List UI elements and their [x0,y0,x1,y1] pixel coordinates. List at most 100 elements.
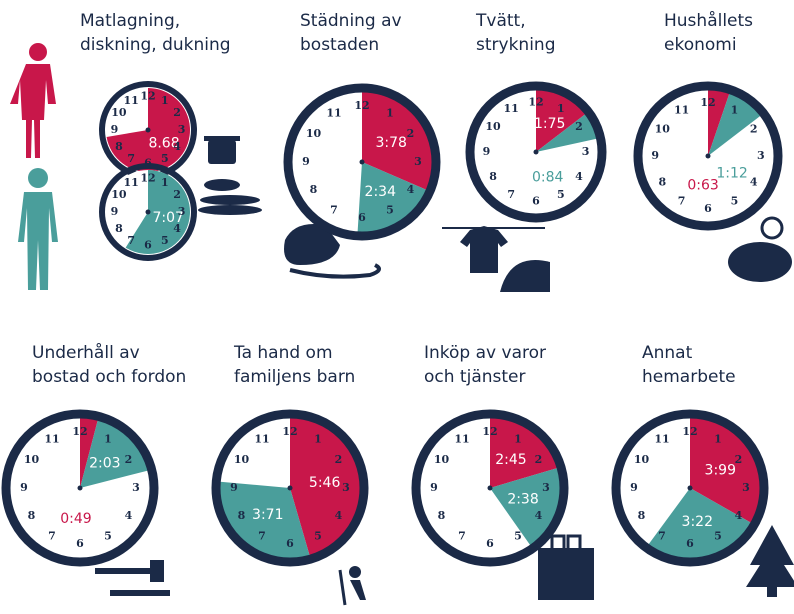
clock-number: 10 [111,106,127,119]
clock-number: 4 [173,140,181,153]
clock-number: 12 [354,99,369,112]
clock-number: 4 [535,509,543,522]
clock-number: 9 [483,145,491,158]
clock-number: 5 [161,234,169,247]
clock-number: 9 [20,481,28,494]
clock-number: 4 [335,509,343,522]
panel-title: och tjänster [424,367,525,387]
clock-number: 10 [24,453,40,466]
panel-title: hemarbete [642,367,736,387]
clock-number: 6 [532,195,540,208]
panel-title: bostaden [300,35,379,55]
time-label: 2:38 [507,492,538,508]
clock-number: 12 [140,171,155,184]
clock-number: 2 [173,188,181,201]
clock-number: 9 [111,123,119,136]
time-wedge [708,90,730,156]
clock-number: 10 [634,453,650,466]
clock-rim [283,83,441,241]
clock-number: 3 [582,145,590,158]
time-label: 1:12 [716,165,747,181]
time-wedge [362,92,432,190]
time-label: 3:71 [252,507,283,523]
woman-icon [10,43,56,158]
clock-number: 7 [678,195,686,208]
clock-number: 8 [28,509,36,522]
time-wedge [290,418,361,556]
time-wedge [80,418,98,488]
clock-number: 3 [742,481,750,494]
clock-number: 8 [438,509,446,522]
clock-number: 6 [286,537,294,550]
clock-number: 8 [115,140,123,153]
clock-number: 11 [454,433,469,446]
panel-title: familjens barn [234,367,355,387]
clock-number: 9 [230,481,238,494]
clock-center [145,209,151,215]
time-wedge [490,468,560,546]
clock-number: 9 [630,481,638,494]
clock-number: 11 [254,433,269,446]
clock-number: 7 [127,234,135,247]
clock-number: 8 [238,509,246,522]
panel-title: Ta hand om [233,343,333,363]
clock-number: 11 [326,107,341,120]
clock-number: 11 [124,94,139,107]
clock-rim [211,409,369,567]
clock-number: 1 [161,176,169,189]
clock-number: 12 [682,425,697,438]
time-label: 2:34 [365,184,397,200]
clock-number: 7 [258,529,266,542]
clock-number: 3 [132,481,140,494]
clock-number: 2 [335,453,343,466]
clock-number: 12 [282,425,297,438]
clock-number: 2 [575,120,583,133]
clock-number: 12 [72,425,87,438]
clock-number: 7 [658,529,666,542]
clock-number: 1 [557,102,565,115]
clock-number: 9 [430,481,438,494]
clock-number: 5 [386,203,394,216]
clock-number: 12 [140,89,155,102]
clock-number: 11 [674,103,689,116]
clock-number: 8 [115,222,123,235]
clock-number: 3 [342,481,350,494]
clock-number: 6 [76,537,84,550]
panel-title: Inköp av varor [424,343,546,363]
clock-number: 7 [127,152,135,165]
clock-number: 10 [485,120,501,133]
panel-title: ekonomi [664,35,737,55]
clock-number: 1 [104,433,112,446]
clock-number: 2 [173,106,181,119]
time-label: 7:07 [152,210,183,226]
time-wedge [125,170,191,254]
clock-center [145,127,151,133]
child-icon [338,566,366,606]
time-label: 8.68 [148,136,179,152]
panel-title: diskning, dukning [80,35,231,55]
clock-number: 4 [173,222,181,235]
clock-number: 6 [486,537,494,550]
clock-rim [633,81,783,231]
clock-number: 11 [654,433,669,446]
clock-number: 1 [161,94,169,107]
clock-number: 3 [178,205,186,218]
panel-title: Matlagning, [80,11,180,31]
clock-center [487,485,493,491]
time-wedge [708,93,761,156]
clock-number: 9 [302,155,310,168]
time-label: 5:46 [309,475,341,491]
time-label: 0:49 [60,511,91,527]
clock-center [687,485,693,491]
clock-number: 7 [507,188,515,201]
clock-number: 8 [310,183,318,196]
clock-rim [411,409,569,567]
clock-number: 9 [651,149,659,162]
clock-number: 8 [489,170,497,183]
clock-number: 6 [358,211,366,224]
clock-number: 4 [575,170,583,183]
time-label: 0:84 [532,169,564,185]
time-wedge [690,418,760,523]
clock-number: 10 [434,453,450,466]
